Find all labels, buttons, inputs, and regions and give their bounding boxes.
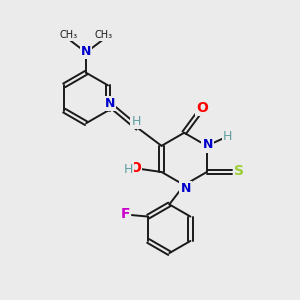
Text: N: N [202,138,213,152]
Text: O: O [129,161,141,176]
Text: CH₃: CH₃ [59,30,77,40]
Text: S: S [234,164,244,178]
Text: N: N [181,182,191,195]
Text: N: N [81,45,91,58]
Text: H: H [124,163,133,176]
Text: H: H [132,115,141,128]
Text: CH₃: CH₃ [95,30,113,40]
Text: H: H [223,130,232,142]
Text: F: F [121,207,130,221]
Text: O: O [196,101,208,115]
Text: N: N [105,97,115,110]
